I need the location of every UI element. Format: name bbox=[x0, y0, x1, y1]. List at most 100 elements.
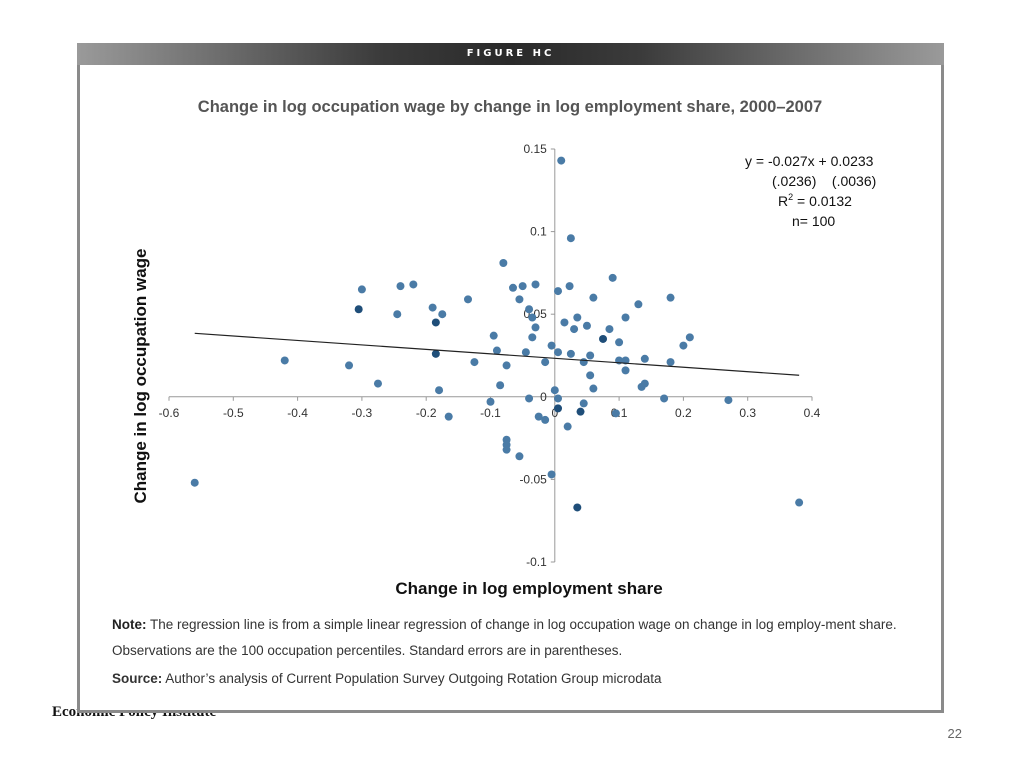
scatter-point bbox=[566, 234, 575, 243]
scatter-point bbox=[509, 283, 518, 292]
scatter-point bbox=[685, 333, 694, 342]
scatter-point bbox=[396, 282, 405, 291]
scatter-point bbox=[525, 394, 534, 403]
scatter-point bbox=[373, 379, 382, 388]
scatter-point bbox=[354, 305, 363, 314]
scatter-point bbox=[582, 321, 591, 330]
x-tick-label: 0.2 bbox=[675, 406, 692, 420]
figure-panel bbox=[80, 65, 941, 710]
scatter-point bbox=[541, 415, 550, 424]
scatter-point bbox=[615, 338, 624, 347]
source-text: Author’s analysis of Current Population … bbox=[165, 671, 662, 686]
scatter-point bbox=[541, 358, 550, 367]
scatter-point bbox=[666, 293, 675, 302]
regression-annotation: y = -0.027x + 0.0233 (.0236) (.0036) R2 … bbox=[745, 153, 876, 229]
x-tick-label: -0.5 bbox=[223, 406, 244, 420]
scatter-point bbox=[608, 273, 617, 282]
scatter-point bbox=[634, 300, 643, 309]
scatter-point bbox=[573, 503, 582, 512]
scatter-point bbox=[502, 445, 511, 454]
scatter-point bbox=[496, 381, 505, 390]
scatter-point bbox=[666, 358, 675, 367]
scatter-point bbox=[566, 349, 575, 358]
x-tick-label: 0.4 bbox=[804, 406, 821, 420]
scatter-point bbox=[621, 356, 630, 365]
scatter-point bbox=[435, 386, 444, 395]
scatter-point bbox=[557, 156, 566, 165]
scatter-point bbox=[345, 361, 354, 370]
scatter-point bbox=[550, 386, 559, 395]
scatter-point bbox=[573, 313, 582, 322]
r-squared: R2 = 0.0132 bbox=[778, 192, 852, 209]
scatter-point bbox=[579, 358, 588, 367]
scatter-point bbox=[531, 280, 540, 289]
scatter-point bbox=[621, 366, 630, 375]
scatter-point bbox=[357, 285, 366, 294]
x-axis-label: Change in log employment share bbox=[395, 579, 662, 598]
scatter-point bbox=[589, 293, 598, 302]
scatter-point bbox=[486, 397, 495, 406]
scatter-point bbox=[563, 422, 572, 431]
scatter-point bbox=[431, 318, 440, 327]
regression-line bbox=[194, 332, 800, 376]
scatter-point bbox=[525, 305, 534, 314]
data-points bbox=[190, 156, 804, 512]
scatter-point bbox=[586, 371, 595, 380]
scatter-point bbox=[534, 412, 543, 421]
scatter-point bbox=[470, 358, 479, 367]
y-tick-label: 0 bbox=[540, 390, 547, 404]
scatter-point bbox=[605, 325, 614, 334]
scatter-point bbox=[599, 334, 608, 343]
page-number: 22 bbox=[947, 726, 962, 741]
scatter-point bbox=[444, 412, 453, 421]
scatter-point bbox=[586, 351, 595, 360]
scatter-point bbox=[554, 404, 563, 413]
scatter-point bbox=[409, 280, 418, 289]
scatter-point bbox=[518, 282, 527, 291]
y-tick-label: -0.05 bbox=[519, 472, 547, 486]
y-tick-label: 0.15 bbox=[523, 142, 547, 156]
note-text: The regression line is from a simple lin… bbox=[112, 617, 897, 658]
regression-std-errors: (.0236) (.0036) bbox=[772, 173, 876, 189]
scatter-point bbox=[280, 356, 289, 365]
scatter-point bbox=[438, 310, 447, 319]
scatter-point bbox=[515, 295, 524, 304]
scatter-point bbox=[579, 399, 588, 408]
scatter-point bbox=[190, 478, 199, 487]
figure-source: Source: Author’s analysis of Current Pop… bbox=[112, 671, 917, 686]
scatter-point bbox=[679, 341, 688, 350]
source-label: Source: bbox=[112, 671, 163, 686]
y-tick-label: -0.1 bbox=[526, 555, 547, 569]
scatter-point bbox=[554, 287, 563, 296]
figure-note: Note: The regression line is from a simp… bbox=[112, 612, 917, 664]
scatter-point bbox=[576, 407, 585, 416]
scatter-point bbox=[795, 498, 804, 507]
x-tick-label: -0.2 bbox=[416, 406, 437, 420]
sample-size: n= 100 bbox=[792, 213, 835, 229]
scatter-point bbox=[570, 325, 579, 334]
scatter-point bbox=[515, 452, 524, 461]
figure-frame: FIGURE HC bbox=[77, 43, 944, 713]
scatter-point bbox=[531, 323, 540, 332]
y-tick-label: 0.1 bbox=[530, 225, 547, 239]
scatter-point bbox=[528, 333, 537, 342]
chart-title: Change in log occupation wage by change … bbox=[198, 98, 822, 116]
note-label: Note: bbox=[112, 617, 147, 632]
x-tick-label: 0.3 bbox=[739, 406, 756, 420]
scatter-point bbox=[554, 348, 563, 357]
x-tick-label: -0.6 bbox=[159, 406, 180, 420]
x-tick-label: -0.1 bbox=[480, 406, 501, 420]
x-tick-label: -0.4 bbox=[287, 406, 308, 420]
scatter-point bbox=[547, 341, 556, 350]
scatter-point bbox=[489, 331, 498, 340]
scatter-point bbox=[528, 313, 537, 322]
regression-equation: y = -0.027x + 0.0233 bbox=[745, 153, 874, 169]
scatter-point bbox=[521, 348, 530, 357]
scatter-point bbox=[565, 282, 574, 291]
figure-header: FIGURE HC bbox=[77, 43, 944, 65]
x-tick-label: -0.3 bbox=[352, 406, 373, 420]
scatter-point bbox=[502, 361, 511, 370]
scatter-point bbox=[640, 379, 649, 388]
scatter-point bbox=[724, 396, 733, 405]
scatter-point bbox=[547, 470, 556, 479]
